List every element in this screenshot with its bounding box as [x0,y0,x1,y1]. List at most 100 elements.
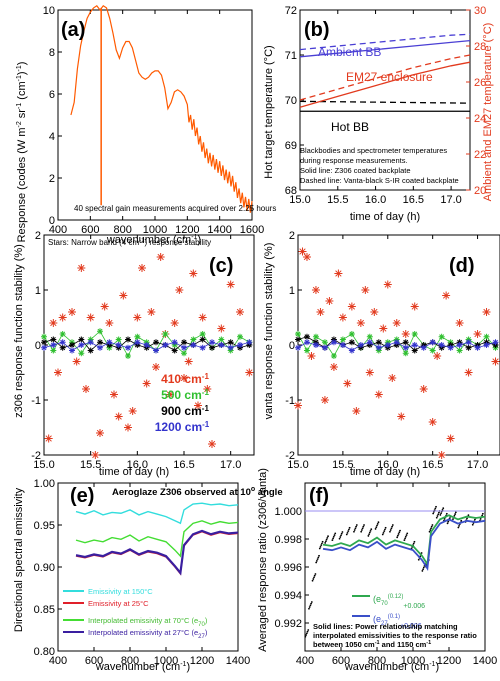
c-star-point [119,291,128,300]
f-ratio-dot [321,542,323,545]
x-tick-label-c: 17.0 [220,459,241,471]
f-ratio-dot [458,524,460,527]
c-star-point [208,440,216,448]
f-ratio-dot [404,535,407,538]
b-y-tick-label-right: 28 [474,41,486,53]
f-ratio-dot [421,570,424,572]
c-legend-1200: 1200 cm-1 [155,420,210,434]
f-ratio-dot [333,534,336,536]
d-star-point [352,407,361,415]
c-star-point [170,319,179,327]
f-legend-1: (e70(0.12)+0.006 [373,594,425,610]
f-ratio-dot [318,547,321,550]
c-star-point [54,368,62,377]
y-tick-label-f: 0.992 [274,618,302,630]
f-ratio-dot [454,513,457,515]
y-tick-label-f: 0.996 [274,562,302,574]
b-y-tick-label-right: 22 [474,149,486,161]
f-ratio-dot [383,530,386,533]
x-tick-label-f: 800 [368,655,386,667]
f-ratio-dot [420,552,423,554]
x-tick-label-e: 1000 [154,655,178,667]
f-ratio-dot [406,532,409,535]
f-ratio-dot [440,512,442,515]
y-tick-label-d: 2 [289,230,295,242]
f-ratio-dot [376,522,379,525]
d-star-point [338,313,347,322]
y-tick-label-f: 0.998 [274,534,302,546]
x-tick-label-f: 600 [332,655,350,667]
y-tick-label-b: 71 [285,50,297,62]
f-ratio-dot [479,517,482,520]
f-ratio-dot [431,524,434,526]
f-ratio-dot [376,524,378,527]
panel-label-b: (b) [304,19,330,41]
f-ratio-dot [319,545,322,548]
f-ratio-dot [306,630,309,633]
y-tick-label-c: 1 [35,285,41,297]
y-tick-label-a: 10 [43,5,55,17]
f-ratio-dot [389,530,391,533]
f-note-1: Solid lines: Power relationship matching [313,622,458,631]
f-ratio-dot [396,534,399,537]
f-ratio-dot [370,528,373,531]
d-star-point [401,330,410,338]
c-xlabel: time of day (h) [99,466,169,478]
f-ratio-dot [382,531,385,534]
b-series-line-2 [299,39,471,58]
f-ratio-dot [390,527,393,530]
d-star-point [316,308,325,316]
f-ratio-dot [327,535,329,538]
x-tick-label-f: 1000 [401,655,425,667]
x-tick-label-e: 600 [85,655,103,667]
f-ratio-dot [308,607,310,610]
e-emissivity-line-0 [75,502,239,525]
f-ratio-dot [340,532,343,535]
f-ratio-dot [348,528,350,531]
y-tick-label-c: -1 [31,395,41,407]
y-tick-label-c: -2 [31,450,41,462]
f-ratio-dot [481,512,484,515]
x-tick-label-d: 15.5 [332,459,353,471]
f-ratio-dot [389,529,392,531]
d-star-point [302,253,311,261]
f-ratio-dot [437,513,440,516]
y-tick-label-e: 0.85 [34,604,55,616]
d-star-point [491,357,500,366]
f-ratio-dot [447,520,450,523]
f-ratio-dot [391,524,394,526]
y-tick-label-b: 69 [285,140,297,152]
f-ratio-dot [374,528,377,530]
x-tick-label-d: 15.0 [287,459,308,471]
y-tick-label-b: 70 [285,95,297,107]
f-ratio-dot [318,554,320,557]
y-tick-label-f: 0.994 [274,590,302,602]
c-star-point [166,390,174,399]
d-star-point [325,297,334,305]
f-note-2: interpolated emissivities to the respons… [313,631,477,640]
f-ratio-dot [438,511,440,514]
a-note: 40 spectral gain measurements acquired o… [74,204,276,213]
d-star-point [437,451,446,459]
c-star-point [96,429,104,437]
d-star-point [329,363,338,371]
f-ratio-dot [324,542,327,544]
y-tick-label-d: 1 [289,285,295,297]
x-tick-label-a: 800 [113,224,131,236]
y-tick-label-e: 0.80 [34,646,55,658]
d-star-point [446,434,455,443]
y-tick-label-f: 1.000 [274,506,302,518]
a-spectrum-line [70,4,253,213]
x-tick-label-e: 1400 [226,655,250,667]
f-series-line-2 [322,518,486,572]
c-star-point [184,357,193,366]
f-ratio-dot [315,561,318,564]
f-ratio-dot [332,535,335,538]
d-star-point [392,319,401,327]
f-ratio-dot [430,525,433,528]
d-star-point [365,368,374,377]
panel-label-c: (c) [209,255,233,277]
f-ratio-dot [360,529,363,531]
f-ratio-dot [399,529,401,532]
f-ratio-dot [331,539,334,542]
